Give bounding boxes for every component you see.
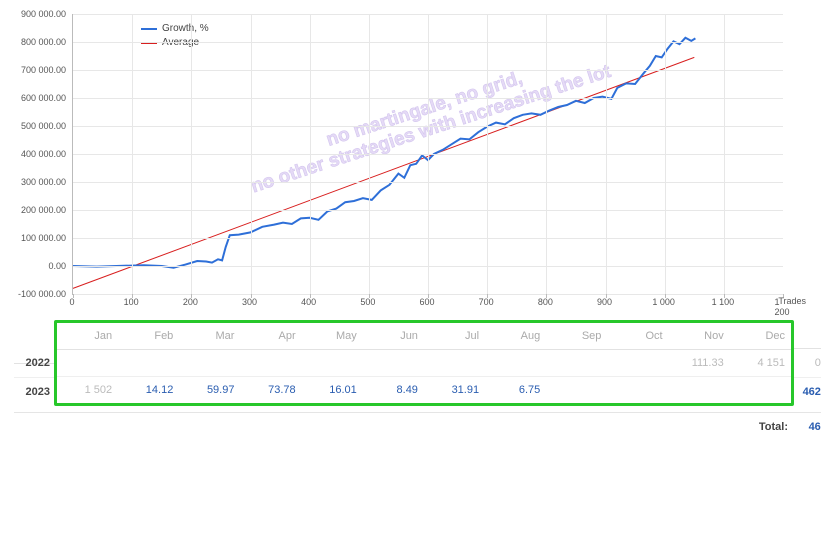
x-tick-label: 500	[360, 297, 375, 307]
y-tick-label: 500 000.00	[21, 121, 66, 131]
ytd-header: YTD	[794, 320, 821, 349]
x-tick-label: 0	[69, 297, 74, 307]
month-cell	[118, 350, 179, 377]
month-header: Jul	[424, 323, 485, 350]
month-header: Jan	[57, 323, 118, 350]
month-cell: 73.78	[240, 377, 301, 404]
y-tick-label: 0.00	[48, 261, 66, 271]
month-cell	[240, 350, 301, 377]
month-header: Apr	[240, 323, 301, 350]
total-row: Total: 462.29%	[14, 412, 821, 433]
year-label: 2023	[14, 378, 54, 406]
y-tick-label: 600 000.00	[21, 93, 66, 103]
month-cell	[607, 350, 668, 377]
x-tick-label: 800	[538, 297, 553, 307]
month-header: Oct	[607, 323, 668, 350]
month-cell	[485, 350, 546, 377]
month-header: Aug	[485, 323, 546, 350]
month-cell	[607, 377, 668, 404]
chart-plot: Growth, % Average no martingale, no grid…	[72, 14, 783, 295]
y-tick-label: 400 000.00	[21, 149, 66, 159]
year-label: 2022	[14, 349, 54, 378]
x-tick-label: 300	[242, 297, 257, 307]
month-header: Dec	[730, 323, 791, 350]
month-cell	[730, 377, 791, 404]
total-label: Total:	[14, 421, 794, 433]
month-cell: 1 502	[57, 377, 118, 404]
y-tick-label: 900 000.00	[21, 9, 66, 19]
month-cell: 16.01	[302, 377, 363, 404]
month-cell	[57, 350, 118, 377]
month-header: Feb	[118, 323, 179, 350]
y-tick-label: -100 000.00	[18, 289, 66, 299]
month-cell: 4 151	[730, 350, 791, 377]
x-tick-label: 100	[124, 297, 139, 307]
month-header: May	[302, 323, 363, 350]
x-tick-label: 700	[479, 297, 494, 307]
x-tick-label: 400	[301, 297, 316, 307]
month-cell	[424, 350, 485, 377]
month-cell: 14.12	[118, 377, 179, 404]
x-tick-label: 900	[597, 297, 612, 307]
y-tick-label: 200 000.00	[21, 205, 66, 215]
month-cell	[363, 350, 424, 377]
month-cell	[546, 350, 607, 377]
month-cell	[179, 350, 240, 377]
ytd-value: 0.00%	[794, 349, 821, 378]
series-growth-line	[73, 38, 695, 268]
month-cell: 31.91	[424, 377, 485, 404]
x-tick-label: 1 000	[652, 297, 675, 307]
series-average-line	[73, 57, 694, 288]
x-axis-title: Trades	[778, 296, 806, 306]
y-tick-label: 100 000.00	[21, 233, 66, 243]
month-header: Mar	[179, 323, 240, 350]
monthly-returns-table: JanFebMarAprMayJunJulAugSepOctNovDec111.…	[57, 323, 791, 403]
x-tick-label: 600	[419, 297, 434, 307]
growth-chart: -100 000.00 0.00 100 000.00 200 000.00 300 0…	[14, 10, 806, 310]
month-header: Jun	[363, 323, 424, 350]
month-cell: 6.75	[485, 377, 546, 404]
x-tick-label: 200	[183, 297, 198, 307]
ytd-value: 462.28%	[794, 378, 821, 406]
month-cell	[546, 377, 607, 404]
month-cell: 59.97	[179, 377, 240, 404]
y-tick-label: 700 000.00	[21, 65, 66, 75]
month-header: Nov	[669, 323, 730, 350]
y-tick-label: 800 000.00	[21, 37, 66, 47]
month-cell: 111.33	[669, 350, 730, 377]
month-cell: 8.49	[363, 377, 424, 404]
month-header: Sep	[546, 323, 607, 350]
month-cell	[669, 377, 730, 404]
x-tick-label: 1 100	[712, 297, 735, 307]
total-value: 462.29%	[794, 421, 821, 433]
month-cell	[302, 350, 363, 377]
y-tick-label: 300 000.00	[21, 177, 66, 187]
